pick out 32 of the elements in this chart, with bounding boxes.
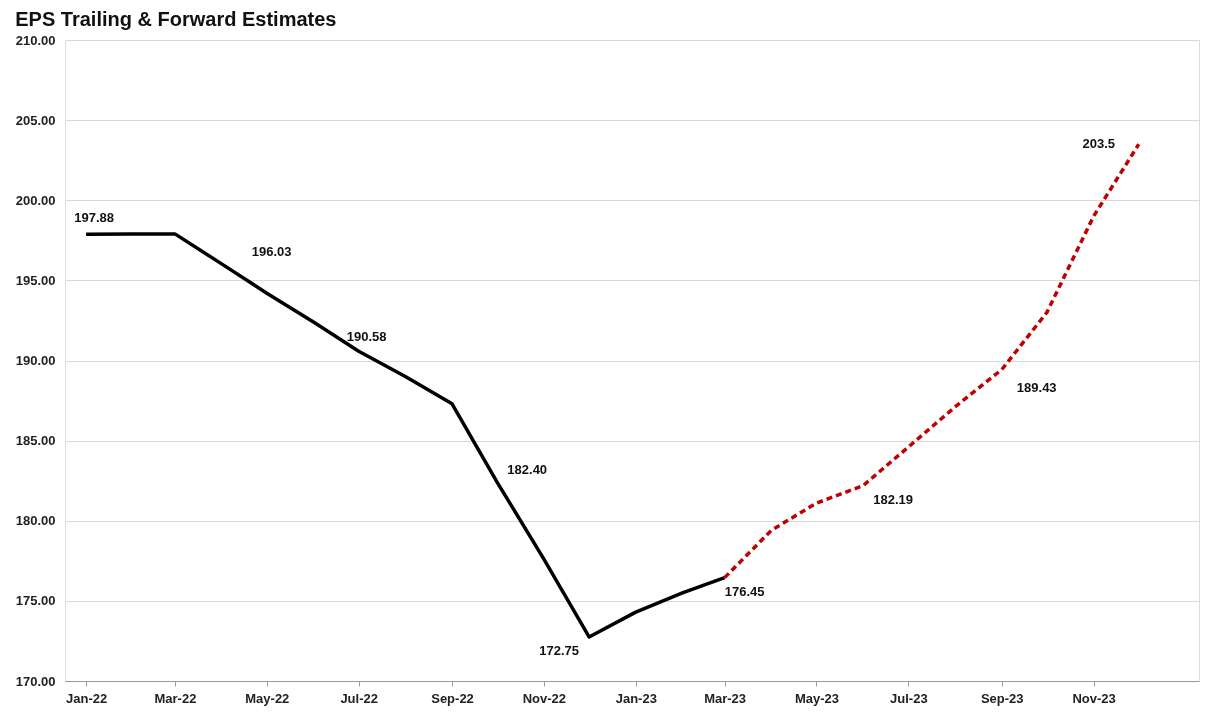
x-tick-label: Jan-23 bbox=[615, 690, 657, 706]
y-tick-label: 185.00 bbox=[15, 433, 56, 449]
y-tick-label: 200.00 bbox=[15, 192, 56, 208]
y-tick-label: 210.00 bbox=[15, 32, 56, 48]
x-tick-label: Jul-23 bbox=[890, 690, 928, 706]
y-tick-label: 170.00 bbox=[15, 673, 56, 689]
x-tick-label: Nov-23 bbox=[1072, 690, 1116, 706]
y-tick-label: 195.00 bbox=[15, 272, 56, 288]
x-tick-label: May-23 bbox=[794, 690, 840, 706]
annotation: 176.45 bbox=[724, 583, 765, 599]
x-tick-label: Nov-22 bbox=[522, 690, 567, 706]
annotation: 190.58 bbox=[346, 329, 387, 345]
x-tick-label: Mar-22 bbox=[154, 690, 197, 706]
x-tick-label: Sep-23 bbox=[980, 690, 1024, 706]
x-tick-label: Jan-22 bbox=[65, 690, 108, 706]
annotation: 172.75 bbox=[539, 642, 579, 658]
x-tick-label: Mar-23 bbox=[704, 690, 747, 706]
x-tick-label: Jul-22 bbox=[340, 690, 378, 706]
y-tick-label: 190.00 bbox=[15, 353, 56, 368]
y-tick-label: 175.00 bbox=[15, 593, 56, 609]
annotation: 203.5 bbox=[1082, 136, 1116, 152]
x-tick-label: May-22 bbox=[245, 690, 290, 706]
annotation: 196.03 bbox=[251, 243, 292, 259]
annotation: 189.43 bbox=[1016, 379, 1057, 395]
chart-title: EPS Trailing & Forward Estimates bbox=[15, 8, 337, 30]
y-tick-label: 205.00 bbox=[15, 112, 56, 128]
annotation: 182.40 bbox=[507, 462, 548, 478]
y-tick-label: 180.00 bbox=[15, 513, 56, 529]
annotation: 197.88 bbox=[74, 210, 114, 226]
annotation: 182.19 bbox=[873, 491, 914, 507]
x-tick-label: Sep-22 bbox=[431, 690, 474, 706]
line-series bbox=[84, 232, 727, 639]
